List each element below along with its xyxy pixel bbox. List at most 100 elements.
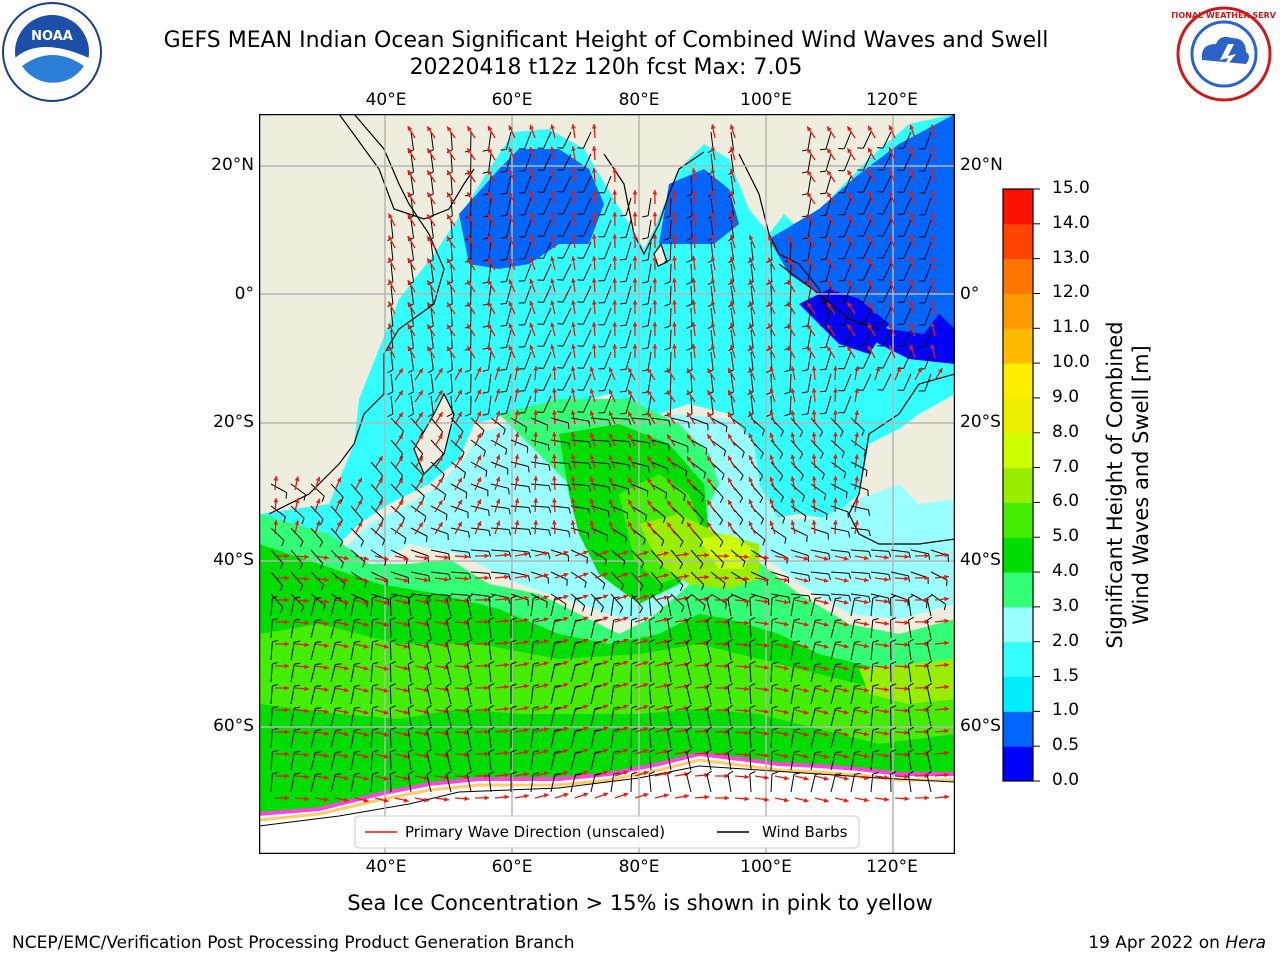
wind-barb [543, 153, 552, 171]
wind-barb [750, 263, 754, 282]
wind-barb [610, 483, 629, 490]
wind-barb [749, 598, 752, 617]
wind-barb-flag [667, 660, 673, 665]
wave-arrow-head [583, 572, 589, 578]
wave-arrow-head [764, 775, 769, 780]
wind-barb-flag [667, 638, 673, 643]
wave-arrow-head [687, 456, 692, 462]
wave-arrow-head [603, 638, 609, 643]
wind-barb [582, 241, 592, 259]
wave-arrow-head [724, 597, 729, 603]
wave-arrow-head [827, 192, 832, 198]
wave-arrow-head [504, 662, 509, 668]
wind-barb-flag [588, 441, 592, 448]
wave-arrow-head [803, 555, 809, 561]
wave-arrow-head [418, 412, 423, 418]
wind-barb [505, 373, 512, 392]
wind-barb-flag [815, 663, 822, 665]
wind-barb [290, 752, 295, 771]
wave-arrow-head [378, 456, 383, 462]
colorbar-title-line1: Significant Height of Combined [1103, 321, 1127, 649]
wind-barb [810, 752, 816, 771]
wave-arrow-head [343, 731, 349, 737]
wave-arrow-head [403, 797, 409, 803]
wave-arrow-head [304, 620, 309, 626]
wind-barb-flag [582, 605, 586, 612]
wind-barb-flag [872, 683, 879, 687]
wave-arrow-head [418, 522, 423, 528]
wind-barb-flag [872, 639, 879, 643]
wind-barb [667, 620, 672, 639]
wave-arrow-head [418, 368, 423, 374]
wind-barb [825, 307, 832, 326]
wave-arrow-head [583, 792, 589, 798]
wind-barb-flag [594, 641, 602, 643]
wave-arrow-head [529, 212, 534, 218]
wave-arrow-head [524, 573, 529, 579]
wave-arrow-head [744, 730, 749, 736]
colorbar-tick-label: 15.0 [1052, 178, 1090, 198]
wind-barb-flag [508, 551, 512, 558]
lat-label-right-0: 0° [960, 284, 980, 304]
wave-arrow-head [612, 190, 618, 195]
wind-barb-flag [510, 617, 517, 621]
wind-barb-flag [482, 149, 489, 152]
wind-barb [647, 351, 652, 370]
wave-arrow-head [764, 621, 769, 626]
wave-arrow-head [888, 191, 894, 197]
wind-barb [789, 395, 792, 415]
colorbar-bin [1003, 467, 1033, 503]
wind-barb-flag [488, 510, 490, 517]
wind-barb [270, 598, 273, 617]
wind-barb [770, 664, 773, 683]
wind-barb [389, 707, 392, 727]
wind-barb-flag [500, 214, 507, 217]
wind-barb [430, 527, 449, 535]
wind-barb [505, 307, 512, 326]
wind-barb-flag [588, 485, 592, 492]
wave-arrow-head [768, 235, 773, 241]
wave-arrow-head [823, 776, 829, 781]
wind-barb [450, 373, 453, 392]
wave-arrow-head [623, 638, 629, 644]
wind-barb [407, 598, 412, 617]
wind-barb-flag [404, 538, 407, 545]
wind-barb [648, 686, 652, 705]
wind-barb-flag [303, 494, 306, 501]
wind-barb-flag [548, 485, 552, 492]
wind-barb [625, 373, 632, 392]
wind-barb-flag [727, 594, 734, 599]
wind-barb [290, 598, 295, 617]
wind-barb-flag [664, 237, 671, 241]
wind-barb [488, 153, 492, 172]
wind-barb [310, 527, 323, 543]
wind-barb [926, 664, 932, 683]
wave-arrow-head [632, 344, 638, 349]
wind-barb [562, 373, 572, 391]
wind-barb [543, 307, 552, 325]
wave-arrow-head [438, 456, 443, 462]
wind-barb [686, 686, 692, 705]
wind-barb [530, 527, 549, 531]
wave-arrow-head [944, 794, 949, 800]
wind-barb-flag [799, 431, 804, 438]
wind-barb [686, 730, 692, 749]
wind-barb [690, 197, 693, 217]
wind-barb-flag [500, 148, 507, 151]
wind-barb-flag [428, 575, 431, 582]
wind-barb-flag [554, 750, 561, 753]
wind-barb-flag [505, 448, 508, 455]
wind-barb [850, 752, 856, 771]
wind-barb [590, 664, 596, 683]
wind-barb [825, 241, 832, 260]
wave-arrow-head [930, 190, 936, 196]
wave-arrow-head [724, 641, 729, 647]
wind-barb [410, 439, 424, 455]
wave-arrow-head [764, 687, 769, 692]
wind-barb [630, 417, 649, 421]
wind-barb-flag [908, 616, 914, 621]
wave-arrow-head [363, 555, 369, 561]
wind-barb-flag [848, 595, 852, 602]
wind-barb [350, 483, 364, 499]
wind-barb [750, 395, 754, 414]
